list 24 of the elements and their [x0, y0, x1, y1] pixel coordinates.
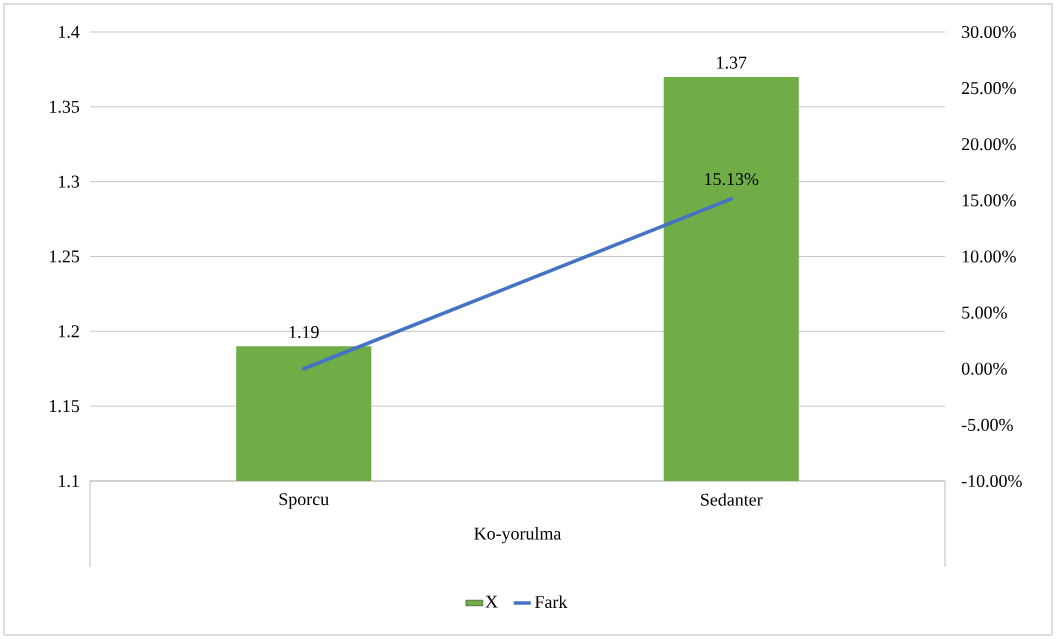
y2-tick-label: -5.00%	[961, 418, 1013, 431]
y2-tick-label: 0.00%	[961, 362, 1007, 375]
y-tick-label: 1.3	[58, 175, 80, 188]
x-tick-label: Sedanter	[701, 493, 763, 506]
data-label: 1.37	[717, 56, 747, 69]
legend-label: Fark	[535, 595, 568, 609]
y-tick-label: 1.1	[58, 474, 79, 488]
y-tick-label: 1.2	[58, 325, 79, 338]
y-tick-label: 1.4	[58, 25, 80, 39]
y2-tick-label: -10.00%	[961, 474, 1022, 488]
y-tick-label: 1.35	[50, 100, 80, 113]
legend-label: X	[485, 595, 498, 608]
x-axis-title: Ko-yorulma	[474, 527, 562, 544]
x-tick-label: Sporcu	[279, 493, 329, 509]
y2-tick-label: 5.00%	[962, 306, 1007, 319]
y2-tick-label: 15.00%	[962, 194, 1016, 207]
y2-tick-label: 10.00%	[962, 250, 1016, 263]
y2-tick-label: 20.00%	[961, 138, 1016, 151]
data-label: 1.19	[289, 325, 319, 339]
data-label: 15.13%	[705, 173, 759, 186]
y2-tick-label: 30.00%	[962, 25, 1016, 39]
y-tick-label: 1.25	[50, 250, 80, 263]
y-tick-label: 1.15	[50, 400, 80, 413]
y2-tick-label: 25.00%	[961, 82, 1016, 95]
